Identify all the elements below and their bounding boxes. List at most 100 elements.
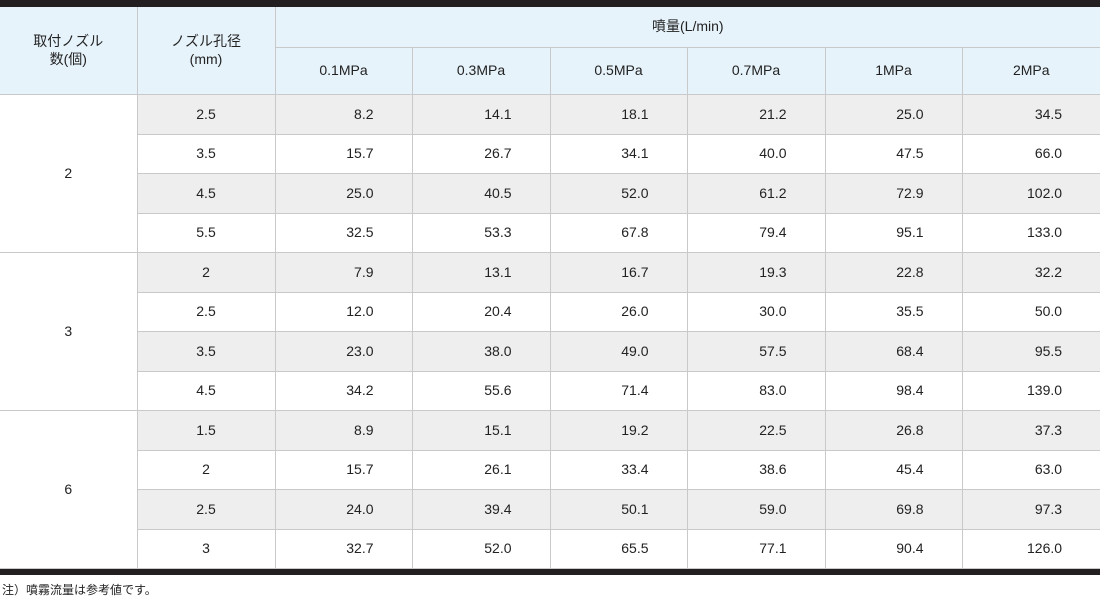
flow-value-cell: 40.5 [411, 173, 551, 214]
flow-value-cell: 12.0 [274, 291, 413, 332]
flow-value-cell: 16.7 [549, 252, 688, 293]
nozzle-diameter-cell: 5.5 [137, 212, 276, 253]
flow-value-cell: 14.1 [411, 94, 551, 135]
flow-value-cell: 34.1 [549, 133, 688, 174]
flow-value-cell: 50.0 [961, 291, 1100, 332]
flow-value-cell: 66.0 [961, 133, 1100, 174]
flow-value-cell: 8.2 [274, 94, 413, 135]
flow-value-cell: 18.1 [549, 94, 688, 135]
flow-value-cell: 126.0 [961, 528, 1100, 569]
flow-value-cell: 63.0 [961, 449, 1100, 490]
table-row: 6 1.5 8.9 15.1 19.2 22.5 26.8 37.3 [0, 410, 1100, 569]
table-row: 2 15.7 26.1 33.4 38.6 45.4 63.0 [0, 449, 1100, 490]
nozzle-diameter-cell: 3.5 [137, 133, 276, 174]
nozzle-diameter-cell: 3 [137, 528, 276, 569]
nozzle-diameter-header-line2: (mm) [189, 50, 223, 67]
flow-value-cell: 49.0 [549, 331, 688, 372]
nozzle-group: 2 2.5 8.2 14.1 18.1 21.2 25.0 34.5 3.5 15.7 26.7 34… [0, 94, 1100, 253]
nozzle-diameter-cell: 4.5 [137, 370, 276, 411]
table-row: 3.5 15.7 26.7 34.1 40.0 47.5 66.0 [0, 133, 1100, 174]
flow-value-cell: 25.0 [274, 173, 413, 214]
nozzle-group: 3 2 7.9 13.1 16.7 19.3 22.8 32.2 2.5 12.0 20.4 26.0… [0, 252, 1100, 411]
flow-value-cell: 68.4 [824, 331, 963, 372]
nozzle-diameter-cell: 2.5 [137, 291, 276, 332]
flow-value-cell: 8.9 [274, 410, 413, 451]
flow-value-cell: 45.4 [824, 449, 963, 490]
flow-value-cell: 13.1 [411, 252, 551, 293]
flow-value-cell: 39.4 [411, 489, 551, 530]
nozzle-diameter-header: ノズル孔径 (mm) [136, 7, 276, 95]
flow-value-cell: 32.7 [274, 528, 413, 569]
nozzle-diameter-cell: 2 [136, 252, 276, 293]
flow-rate-header: 噴量(L/min) [274, 7, 1100, 48]
flow-value-cell: 26.8 [824, 410, 963, 451]
flow-value-cell: 133.0 [961, 212, 1100, 253]
table-row: 4.5 34.2 55.6 71.4 83.0 98.4 139.0 [0, 370, 1100, 411]
flow-value-cell: 52.0 [411, 528, 551, 569]
flow-value-cell: 57.5 [686, 331, 826, 372]
flow-value-cell: 15.1 [411, 410, 551, 451]
flow-value-cell: 34.5 [961, 94, 1100, 135]
flow-value-cell: 22.5 [686, 410, 826, 451]
table-row: 5.5 32.5 53.3 67.8 79.4 95.1 133.0 [0, 212, 1100, 253]
flow-value-cell: 139.0 [961, 370, 1100, 411]
flow-value-cell: 95.1 [824, 212, 963, 253]
flow-value-cell: 72.9 [824, 173, 963, 214]
nozzle-group: 6 1.5 8.9 15.1 19.2 22.5 26.8 37.3 2 15.7 26.1 33.4… [0, 410, 1100, 569]
flow-value-cell: 24.0 [274, 489, 413, 530]
top-rule [0, 0, 1100, 7]
flow-value-cell: 15.7 [274, 133, 413, 174]
footnote: 注）噴霧流量は参考値です。 [2, 583, 157, 597]
flow-value-cell: 32.5 [274, 212, 413, 253]
flow-value-cell: 90.4 [824, 528, 963, 569]
flow-value-cell: 25.0 [824, 94, 963, 135]
flow-value-cell: 30.0 [686, 291, 826, 332]
nozzle-count-cell: 3 [0, 252, 138, 411]
flow-value-cell: 65.5 [549, 528, 688, 569]
nozzle-diameter-cell: 2 [137, 449, 276, 490]
flow-value-cell: 59.0 [686, 489, 826, 530]
nozzle-diameter-cell: 2.5 [136, 94, 276, 135]
flow-value-cell: 55.6 [411, 370, 551, 411]
flow-value-cell: 22.8 [824, 252, 963, 293]
table-row: 2 2.5 8.2 14.1 18.1 21.2 25.0 34.5 [0, 94, 1100, 253]
flow-value-cell: 19.3 [686, 252, 826, 293]
nozzle-count-header: 取付ノズル 数(個) [0, 7, 138, 95]
nozzle-diameter-cell: 1.5 [136, 410, 276, 451]
flow-value-cell: 21.2 [686, 94, 826, 135]
bottom-rule [0, 569, 1100, 575]
flow-value-cell: 26.7 [411, 133, 551, 174]
flow-value-cell: 33.4 [549, 449, 688, 490]
flow-value-cell: 71.4 [549, 370, 688, 411]
flow-value-cell: 95.5 [961, 331, 1100, 372]
nozzle-diameter-cell: 3.5 [137, 331, 276, 372]
flow-value-cell: 20.4 [411, 291, 551, 332]
flow-value-cell: 37.3 [961, 410, 1100, 451]
nozzle-count-cell: 6 [0, 410, 138, 569]
flow-value-cell: 7.9 [274, 252, 413, 293]
flow-value-cell: 67.8 [549, 212, 688, 253]
flow-value-cell: 69.8 [824, 489, 963, 530]
flow-value-cell: 83.0 [686, 370, 826, 411]
nozzle-diameter-header-line1: ノズル孔径 [171, 33, 241, 49]
table-row: 2.5 24.0 39.4 50.1 59.0 69.8 97.3 [0, 489, 1100, 530]
flow-value-cell: 35.5 [824, 291, 963, 332]
flow-value-cell: 61.2 [686, 173, 826, 214]
nozzle-diameter-cell: 4.5 [137, 173, 276, 214]
pressure-header: 0.5MPa [549, 47, 688, 95]
flow-value-cell: 102.0 [961, 173, 1100, 214]
flow-value-cell: 47.5 [824, 133, 963, 174]
pressure-header: 0.3MPa [411, 47, 551, 95]
nozzle-diameter-cell: 2.5 [137, 489, 276, 530]
flow-value-cell: 52.0 [549, 173, 688, 214]
nozzle-count-header-line2: 数(個) [49, 50, 87, 67]
flow-value-cell: 53.3 [411, 212, 551, 253]
table-row: 3.5 23.0 38.0 49.0 57.5 68.4 95.5 [0, 331, 1100, 372]
flow-value-cell: 15.7 [274, 449, 413, 490]
pressure-header: 0.7MPa [686, 47, 826, 95]
flow-rate-table: 取付ノズル 数(個) ノズル孔径 (mm) 噴量(L/min) 0.1MPa 0… [0, 7, 1100, 569]
flow-value-cell: 26.0 [549, 291, 688, 332]
flow-value-cell: 38.6 [686, 449, 826, 490]
flow-value-cell: 98.4 [824, 370, 963, 411]
